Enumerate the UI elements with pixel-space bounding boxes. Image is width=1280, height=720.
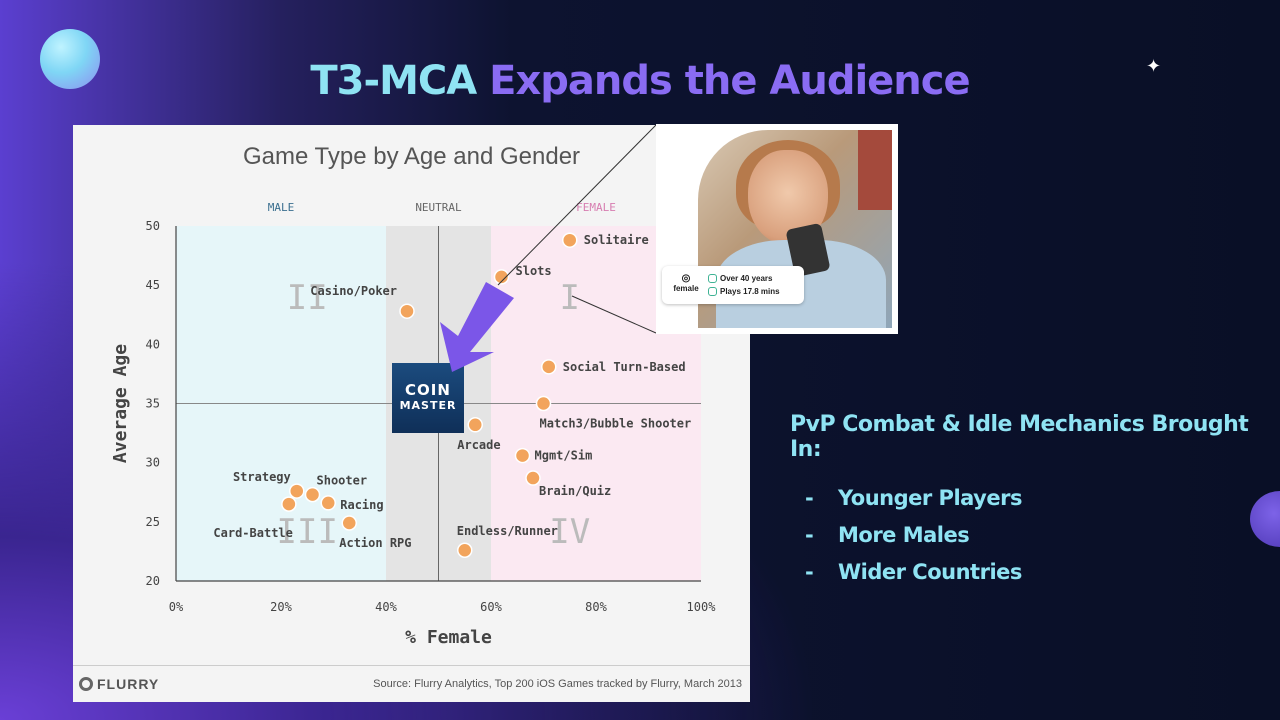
region-label-female: FEMALE (576, 201, 616, 214)
y-tick-label: 20 (146, 574, 160, 588)
title-claim: Expands the Audience (489, 58, 970, 104)
data-point (493, 269, 510, 285)
data-point (289, 483, 305, 499)
y-axis-label: Average Age (110, 344, 131, 463)
y-tick-label: 25 (146, 515, 160, 529)
y-tick-label: 35 (146, 397, 160, 411)
quadrant-label: I (560, 278, 580, 318)
data-point (320, 495, 336, 511)
x-tick-label: 40% (375, 600, 397, 614)
bullet-dash: - (805, 486, 814, 510)
title-product: T3-MCA (310, 58, 477, 104)
coin-master-badge: COIN MASTER (392, 363, 464, 433)
x-tick-label: 60% (480, 600, 502, 614)
data-point-label: Slots (516, 264, 552, 278)
bullet-dash: - (805, 560, 814, 584)
x-tick-label: 20% (270, 600, 292, 614)
persona-age-row: Over 40 years (708, 272, 780, 285)
takeaways-list: - Younger Players - More Males - Wider Coun… (805, 486, 1022, 597)
region-label-male: MALE (268, 201, 295, 214)
persona-playtime: Plays 17.8 mins (720, 287, 780, 296)
data-point (457, 542, 473, 558)
persona-stats: Over 40 years Plays 17.8 mins (708, 272, 780, 298)
y-tick-label: 45 (146, 278, 160, 292)
data-point-label: Mgmt/Sim (535, 449, 593, 463)
data-point (467, 417, 483, 433)
data-point (541, 359, 557, 375)
flurry-logo-text: FLURRY (97, 676, 160, 692)
data-point-label: Shooter (317, 474, 368, 488)
flurry-logo: FLURRY (79, 676, 159, 692)
data-point (304, 486, 321, 503)
y-tick-label: 50 (146, 219, 160, 233)
bullet-dash: - (805, 523, 814, 547)
data-point-label: Brain/Quiz (539, 484, 611, 498)
sparkle-icon: ✦ (1146, 56, 1162, 76)
persona-gender-label: female (673, 284, 699, 293)
persona-info-pill: ◎ female Over 40 years Plays 17.8 mins (662, 266, 804, 304)
data-point (341, 515, 357, 531)
takeaways-heading: PvP Combat & Idle Mechanics Brought In: (790, 412, 1249, 462)
list-item: - Younger Players (805, 486, 1022, 523)
photo-background-wall (858, 130, 892, 210)
chart-footer: FLURRY Source: Flurry Analytics, Top 200… (73, 665, 750, 703)
list-item: - Wider Countries (805, 560, 1022, 597)
data-point-label: Match3/Bubble Shooter (540, 417, 692, 431)
slide-title: T3-MCA Expands the Audience (0, 58, 1280, 104)
data-point (281, 496, 297, 512)
y-tick-label: 30 (146, 456, 160, 470)
x-tick-label: 0% (169, 600, 184, 614)
source-note: Source: Flurry Analytics, Top 200 iOS Ga… (373, 678, 742, 690)
region-label-neutral: NEUTRAL (415, 201, 462, 214)
data-point-label: Card-Battle (213, 526, 292, 540)
data-point-label: Racing (340, 498, 383, 512)
persona-playtime-row: Plays 17.8 mins (708, 285, 780, 298)
data-point-label: Strategy (233, 470, 291, 484)
data-point (525, 470, 541, 486)
chart-title: Game Type by Age and Gender (242, 143, 581, 170)
data-point (535, 395, 552, 412)
badge-line-2: MASTER (399, 399, 457, 412)
list-item-label: More Males (838, 523, 970, 547)
data-point-label: Endless/Runner (457, 524, 558, 538)
persona-age: Over 40 years (720, 274, 773, 283)
data-point-label: Social Turn-Based (563, 360, 686, 374)
y-tick-label: 40 (146, 337, 160, 351)
persona-gender: ◎ female (668, 273, 704, 294)
data-point-label: Casino/Poker (310, 284, 397, 298)
data-point (514, 447, 531, 464)
decorative-orb-top-left (40, 29, 100, 89)
x-tick-label: 100% (687, 600, 717, 614)
age-icon (708, 274, 717, 283)
flurry-ring-icon (79, 677, 93, 691)
person-icon: ◎ (681, 273, 691, 284)
clock-icon (708, 287, 717, 296)
list-item-label: Wider Countries (838, 560, 1022, 584)
badge-line-1: COIN (405, 381, 451, 399)
data-point (562, 232, 578, 248)
quadrant-label: III (277, 512, 338, 552)
data-point-label: Action RPG (339, 536, 411, 550)
data-point-label: Arcade (457, 438, 500, 452)
x-axis-label: % Female (405, 627, 492, 648)
data-point-label: Solitaire (584, 233, 649, 247)
x-tick-label: 80% (585, 600, 607, 614)
data-point (399, 303, 415, 319)
persona-card: ◎ female Over 40 years Plays 17.8 mins (656, 124, 898, 334)
quadrant-label: IV (549, 512, 590, 552)
list-item-label: Younger Players (838, 486, 1022, 510)
list-item: - More Males (805, 523, 1022, 560)
decorative-orb-right (1250, 491, 1280, 547)
quadrant-label: II (287, 278, 328, 318)
